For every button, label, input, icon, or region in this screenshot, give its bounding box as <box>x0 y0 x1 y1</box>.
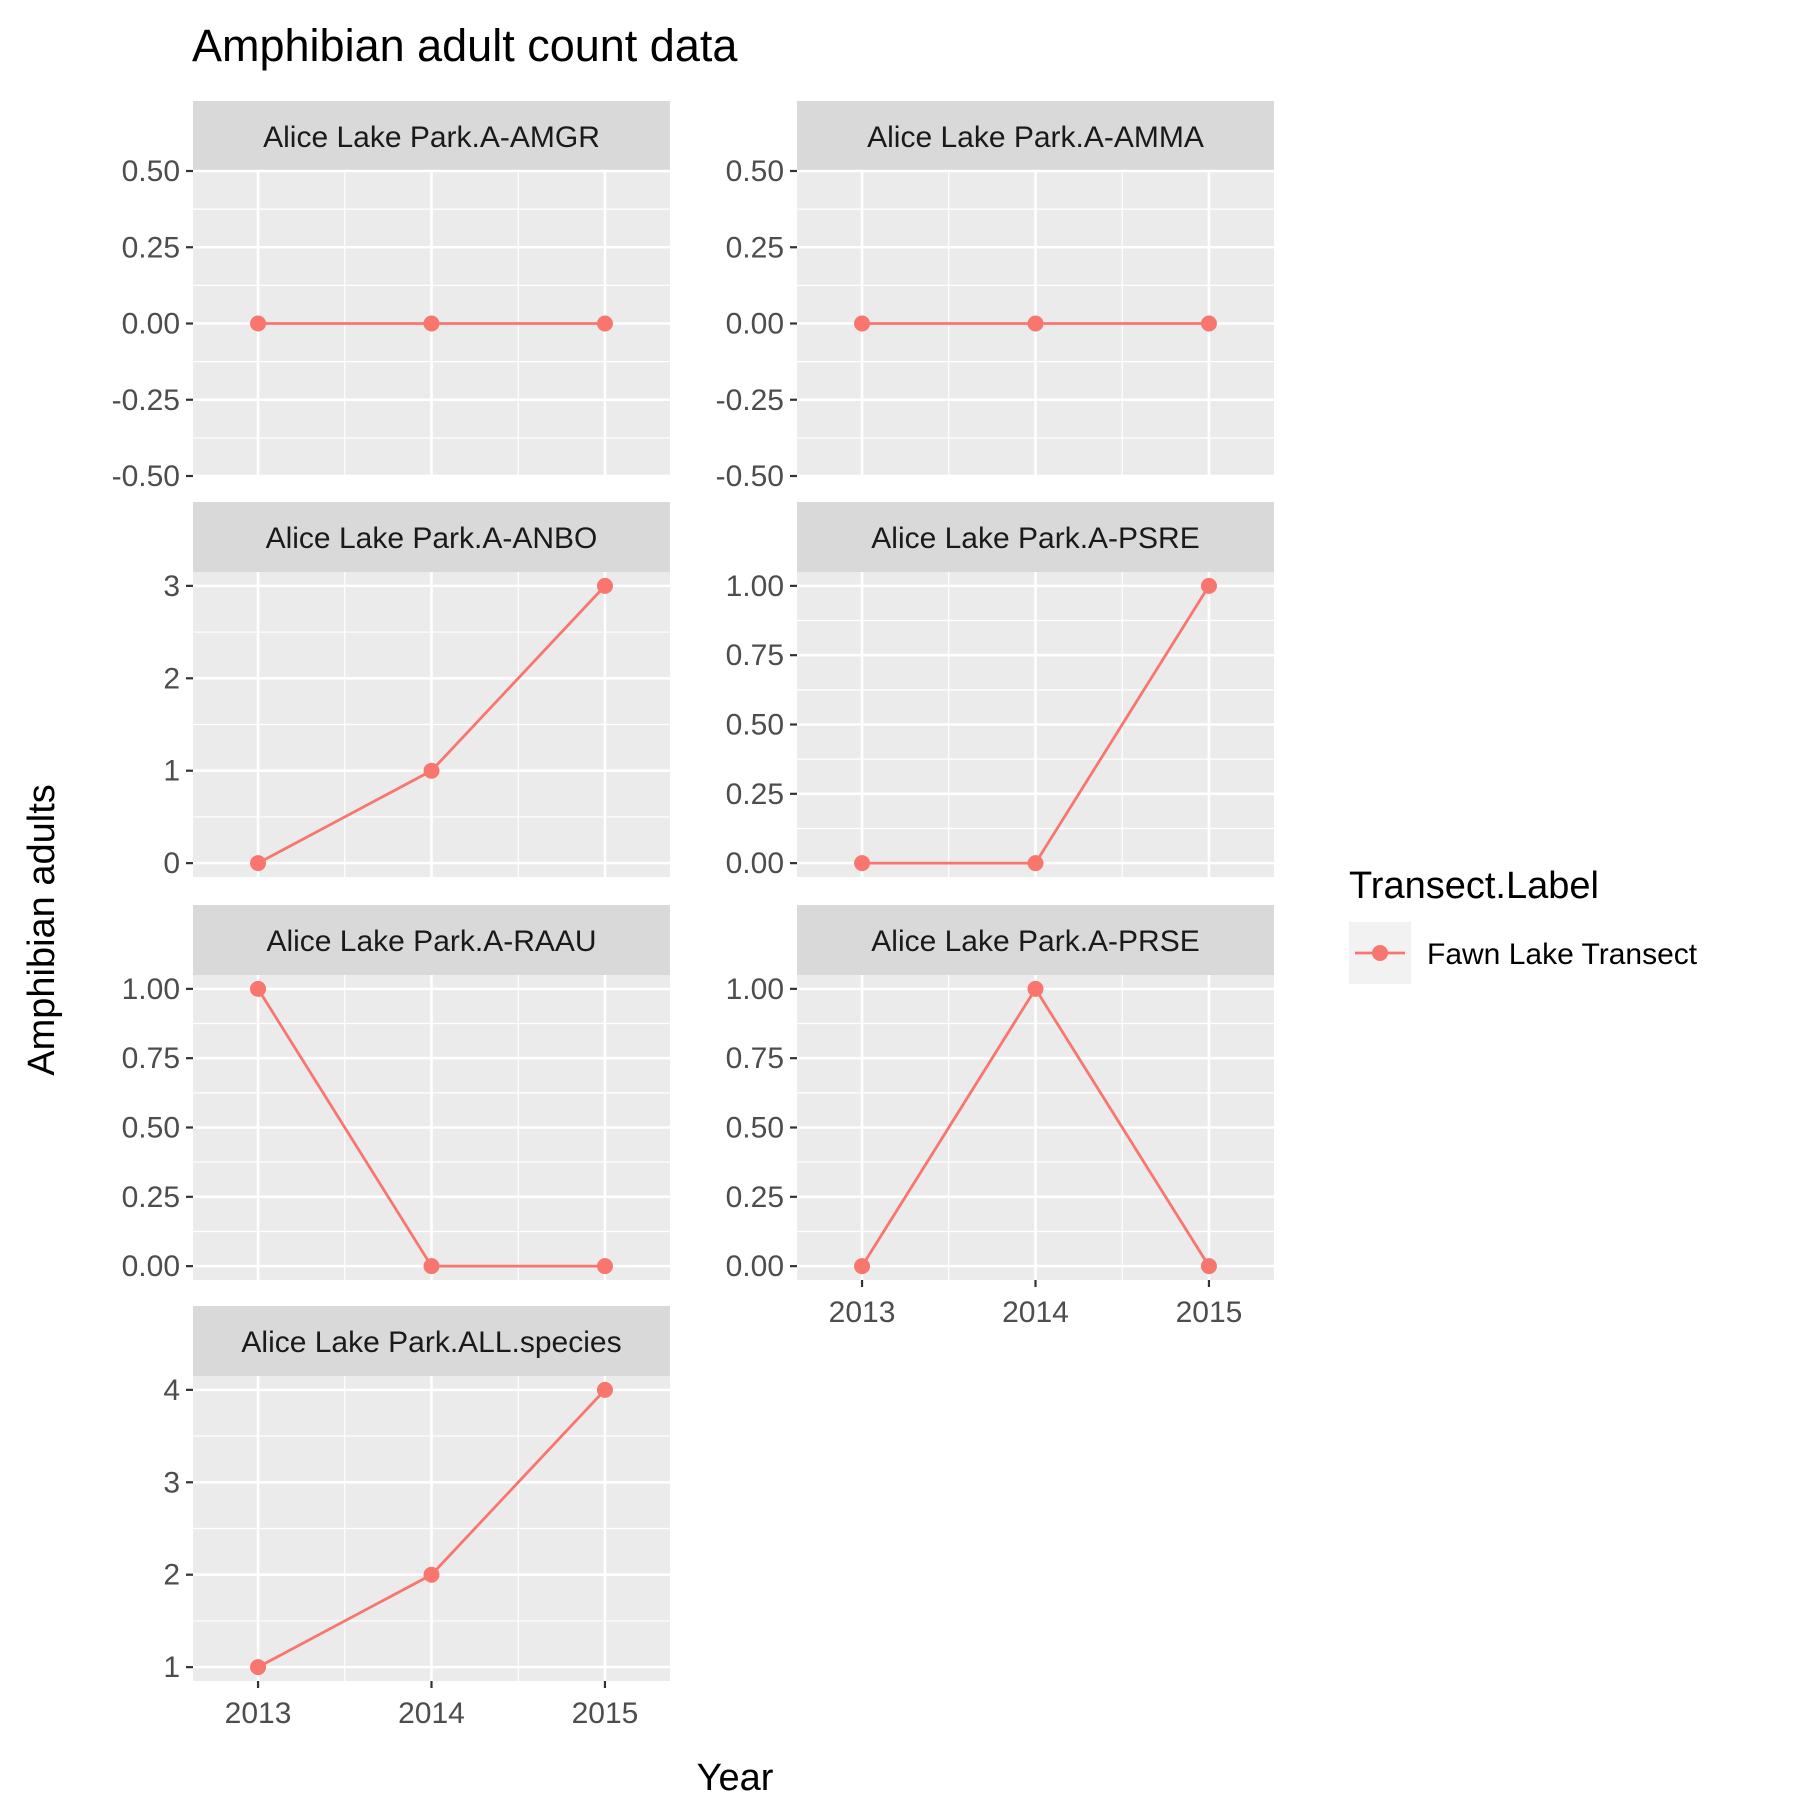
legend: Transect.Label Fawn Lake Transect <box>1349 865 1698 984</box>
y-tick-label: 0.25 <box>726 778 784 811</box>
y-tick-label: 1.00 <box>122 973 180 1006</box>
facet-strip-label: Alice Lake Park.A-PRSE <box>871 925 1199 958</box>
y-tick-label: 0.50 <box>122 1112 180 1145</box>
facet-strip <box>193 502 670 572</box>
y-tick-label: 0.50 <box>726 1112 784 1145</box>
x-tick-label: 2013 <box>225 1697 292 1730</box>
x-tick-label: 2013 <box>829 1296 896 1329</box>
y-tick-label: 1.00 <box>726 570 784 603</box>
data-point <box>1027 315 1044 332</box>
y-tick-label: 0 <box>163 847 180 880</box>
facet-strip-label: Alice Lake Park.A-AMMA <box>867 121 1204 154</box>
y-tick-label: 0.00 <box>122 1250 180 1283</box>
data-point <box>854 315 871 332</box>
data-point <box>250 855 267 872</box>
y-tick-label: 3 <box>163 570 180 603</box>
data-point <box>423 1258 440 1275</box>
y-axis-title: Amphibian adults <box>21 784 63 1076</box>
facet-strip-label: Alice Lake Park.A-AMGR <box>263 121 600 154</box>
facet-strip-label: Alice Lake Park.A-PSRE <box>871 522 1199 555</box>
y-tick-label: 2 <box>163 662 180 695</box>
data-point <box>1200 315 1217 332</box>
y-tick-label: 0.00 <box>122 308 180 341</box>
facet-strip <box>193 905 670 975</box>
facet-panel: Alice Lake Park.A-PSRE 0.00 0.25 0.50 0.75 1.… <box>726 502 1274 880</box>
legend-entry-label: Fawn Lake Transect <box>1427 938 1698 971</box>
y-tick-label: 1.00 <box>726 973 784 1006</box>
data-point <box>596 1381 613 1398</box>
x-tick-label: 2015 <box>572 1697 639 1730</box>
y-tick-label: 0.25 <box>726 231 784 264</box>
facet-strip <box>193 1306 670 1376</box>
facet-panel: Alice Lake Park.A-AMGR -0.50 -0.25 0.00 0.25… <box>112 101 670 493</box>
data-point <box>250 1659 267 1676</box>
data-point <box>1200 577 1217 594</box>
legend-title: Transect.Label <box>1349 865 1599 907</box>
facet-strip <box>797 502 1274 572</box>
data-point <box>596 577 613 594</box>
data-point <box>596 315 613 332</box>
data-point <box>423 315 440 332</box>
y-tick-label: 4 <box>163 1374 180 1407</box>
y-tick-label: 0.25 <box>122 231 180 264</box>
data-point <box>250 315 267 332</box>
x-tick-label: 2014 <box>398 1697 465 1730</box>
y-tick-label: 0.50 <box>726 155 784 188</box>
x-tick-label: 2015 <box>1176 1296 1243 1329</box>
y-tick-label: -0.25 <box>112 384 180 417</box>
facet-strip <box>797 905 1274 975</box>
y-tick-label: 2 <box>163 1559 180 1592</box>
y-tick-label: -0.25 <box>716 384 784 417</box>
y-tick-label: 3 <box>163 1466 180 1499</box>
x-axis-title: Year <box>697 1757 774 1799</box>
y-tick-label: 1 <box>163 1651 180 1684</box>
y-tick-label: -0.50 <box>716 460 784 493</box>
facet-strip-label: Alice Lake Park.A-ANBO <box>266 522 598 555</box>
facet-strip-label: Alice Lake Park.A-RAAU <box>266 925 596 958</box>
facet-panel: Alice Lake Park.A-ANBO 0 1 2 3 <box>163 502 670 880</box>
y-tick-label: 0.50 <box>122 155 180 188</box>
y-tick-label: 0.00 <box>726 847 784 880</box>
y-tick-label: 0.75 <box>726 639 784 672</box>
data-point <box>1027 980 1044 997</box>
facet-strip-label: Alice Lake Park.ALL.species <box>241 1326 621 1359</box>
data-point <box>854 1258 871 1275</box>
data-point <box>596 1258 613 1275</box>
facet-panel: Alice Lake Park.A-RAAU 0.00 0.25 0.50 0.75 1.… <box>122 905 670 1283</box>
facet-strip <box>193 101 670 171</box>
y-tick-label: 0.00 <box>726 308 784 341</box>
facet-strip <box>797 101 1274 171</box>
legend-key-point <box>1372 945 1388 961</box>
facet-panel: Alice Lake Park.A-PRSE 0.00 0.25 0.50 0.75 1.… <box>726 905 1274 1329</box>
data-point <box>854 855 871 872</box>
y-tick-label: 0.75 <box>726 1042 784 1075</box>
data-point <box>423 1566 440 1583</box>
data-point <box>1200 1258 1217 1275</box>
data-point <box>250 980 267 997</box>
y-tick-label: 0.25 <box>122 1181 180 1214</box>
chart-title: Amphibian adult count data <box>192 20 738 71</box>
y-tick-label: 0.00 <box>726 1250 784 1283</box>
y-tick-label: 0.25 <box>726 1181 784 1214</box>
data-point <box>423 762 440 779</box>
x-tick-label: 2014 <box>1002 1296 1069 1329</box>
facet-panel: Alice Lake Park.ALL.species 1 2 3 4 2013 2014 2… <box>163 1306 670 1730</box>
facet-panels: Alice Lake Park.A-AMGR -0.50 -0.25 0.00 0.25… <box>112 101 1274 1730</box>
y-tick-label: 0.75 <box>122 1042 180 1075</box>
data-point <box>1027 855 1044 872</box>
y-tick-label: 1 <box>163 755 180 788</box>
facet-panel: Alice Lake Park.A-AMMA -0.50 -0.25 0.00 0.25… <box>716 101 1274 493</box>
y-tick-label: -0.50 <box>112 460 180 493</box>
y-tick-label: 0.50 <box>726 709 784 742</box>
